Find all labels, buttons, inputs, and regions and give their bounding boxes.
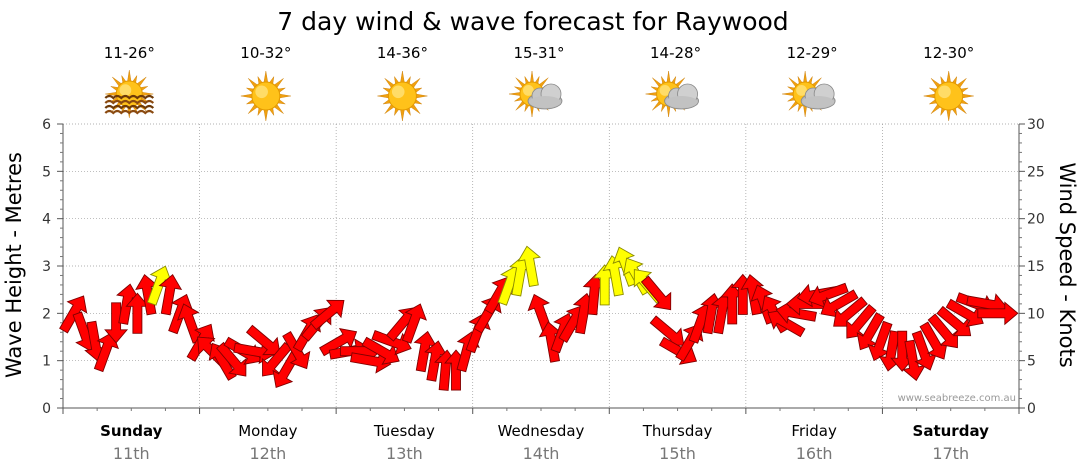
axes [62,124,1020,414]
right-tick-label: 30 [1027,117,1045,133]
cloud [664,83,699,110]
wind-arrow [104,302,129,344]
wind-arrow [640,275,672,311]
day-name-label: Saturday [913,422,990,440]
wind-arrow [846,303,877,339]
right-tick-label: 15 [1027,259,1045,275]
right-tick-label: 5 [1027,354,1036,370]
day-name-label: Wednesday [498,422,585,440]
temperature-range-label: 11-26° [104,44,155,62]
right-tick-label: 20 [1027,212,1045,228]
sun-cloud-icon [645,70,699,118]
date-label: 13th [386,444,423,463]
day-name-label: Friday [791,422,837,440]
weather-icons [104,69,974,122]
right-axis-ticks: 0 5 10 15 20 25 30 [1019,117,1045,417]
date-label: 12th [249,444,286,463]
temperature-range-label: 10-32° [240,44,291,62]
day-name-label: Monday [238,422,297,440]
temperature-range-label: 15-31° [513,44,564,62]
wind-arrow [371,330,412,356]
wind-arrow [401,303,427,344]
day-labels: Sunday 11th Monday 12th Tuesday 13th Wednesday… [100,422,989,463]
grid-lines [63,123,1019,408]
temperature-range-label: 12-29° [787,44,838,62]
day-name-label: Thursday [642,422,713,440]
cloud [800,83,836,110]
right-tick-label: 0 [1027,401,1036,417]
right-tick-label: 25 [1027,164,1045,180]
sun-icon [377,70,428,122]
sun-icon [923,70,974,122]
wind-arrows [59,245,1019,391]
left-tick-label: 3 [42,259,51,275]
wind-arrow [936,305,972,337]
cloud [527,83,563,110]
wind-arrow [59,295,88,334]
left-tick-label: 1 [42,354,51,370]
attribution-watermark: www.seabreeze.com.au [898,393,1016,404]
wind-arrow [93,331,119,373]
temperature-range-label: 14-28° [650,44,701,62]
left-tick-label: 4 [42,212,51,228]
wind-arrow [740,274,765,316]
wind-arrow [216,341,247,377]
sun-cloud-icon [782,70,836,118]
date-label: 16th [796,444,833,463]
right-tick-label: 10 [1027,306,1045,322]
sun-cloud-icon [508,70,563,118]
date-label: 17th [932,444,969,463]
right-axis-title: Wind Speed - Knots [1055,162,1079,367]
sun-icon [240,70,291,122]
temperature-range-label: 14-36° [377,44,428,62]
wind-arrow [927,313,958,349]
day-name-label: Sunday [100,422,163,440]
date-label: 15th [659,444,696,463]
left-tick-label: 2 [42,306,51,322]
date-label: 11th [113,444,150,463]
wind-arrow [158,274,183,316]
sun-with-wind-waves-icon [104,69,155,119]
wind-arrow [309,299,345,331]
chart-title: 7 day wind & wave forecast for Raywood [277,7,788,36]
waves [104,94,155,115]
date-label: 14th [523,444,560,463]
left-tick-label: 6 [42,117,51,133]
left-axis-title: Wave Height - Metres [2,152,26,378]
temperature-range-label: 12-30° [923,44,974,62]
temperature-labels: 11-26° 10-32° 14-36° 15-31° 14-28° 12-29° 12-3… [104,44,975,62]
left-axis-ticks: 0 1 2 3 4 5 6 [42,117,63,417]
wind-arrow [517,245,542,287]
wind-arrow [245,324,281,356]
day-name-label: Tuesday [373,422,435,440]
wind-arrow [977,301,1019,326]
left-tick-label: 5 [42,164,51,180]
left-tick-label: 0 [42,401,51,417]
wind-arrow [282,331,311,370]
